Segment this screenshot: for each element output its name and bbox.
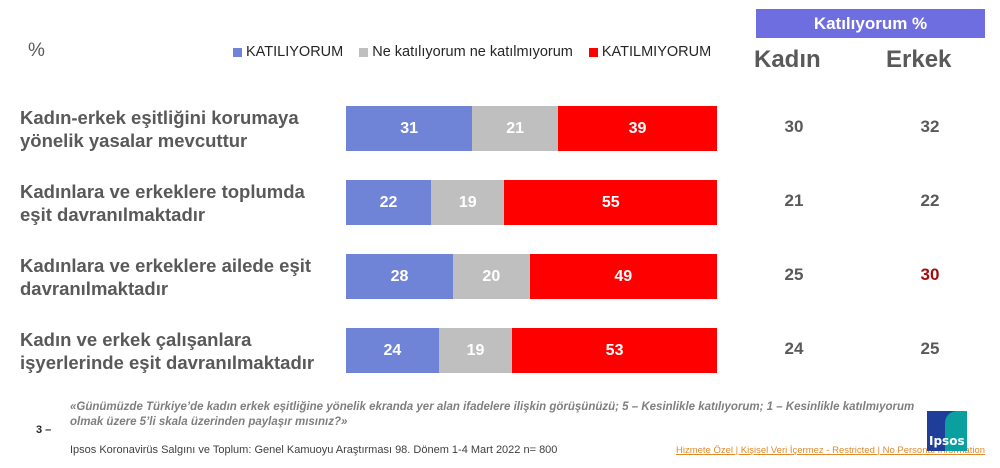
- men-agree-value: 22: [920, 191, 940, 210]
- women-agree-value: 30: [784, 117, 804, 136]
- data-label: 28: [390, 267, 409, 285]
- data-label: 39: [628, 119, 647, 137]
- row-label-line: işyerlerinde eşit davranılmaktadır: [20, 352, 315, 373]
- stacked-bar: 31 21 39: [346, 106, 717, 151]
- bar-segment-neutral: 21: [472, 106, 558, 151]
- row-label: Kadınlara ve erkeklere toplumda eşit davr…: [20, 180, 340, 226]
- column-header-men: Erkek: [886, 46, 952, 73]
- bar-segment-agree: 31: [346, 106, 473, 151]
- stacked-bar: 28 20 49: [346, 254, 717, 299]
- data-label: 20: [482, 267, 501, 285]
- legend-label: KATILMIYORUM: [601, 44, 712, 60]
- legend-item-agree: KATILIYORUM: [233, 44, 343, 60]
- women-agree-value: 21: [784, 191, 804, 210]
- row-label: Kadın-erkek eşitliğini korumaya yönelik y…: [20, 106, 340, 152]
- legend-swatch-disagree: [588, 47, 598, 57]
- stacked-bar: 24 19 53: [346, 328, 717, 373]
- stacked-bar: 22 19 55: [346, 180, 717, 225]
- row-label-line: davranılmaktadır: [20, 278, 169, 299]
- data-label: 19: [466, 341, 485, 359]
- column-header-women: Kadın: [754, 46, 821, 73]
- men-agree-value: 32: [920, 117, 940, 136]
- men-agree-value: 30: [920, 265, 940, 284]
- source-note: Ipsos Koronavirüs Salgını ve Toplum: Gen…: [70, 444, 558, 456]
- bar-segment-disagree: 55: [504, 180, 717, 225]
- data-label: 55: [601, 193, 620, 211]
- page-number: 3 –: [36, 424, 52, 436]
- survey-question: «Günümüzde Türkiye’de kadın erkek eşitli…: [70, 401, 915, 428]
- bar-segment-neutral: 19: [438, 328, 513, 373]
- row-label-line: Kadın ve erkek çalışanlara: [20, 329, 252, 350]
- bar-segment-agree: 22: [346, 180, 432, 225]
- data-label: 49: [614, 267, 633, 285]
- classification-link[interactable]: Hizmete Özel | Kişisel Veri İçermez - Re…: [676, 445, 986, 456]
- row-label: Kadınlara ve erkeklere ailede eşit davran…: [20, 254, 340, 300]
- bar-segment-disagree: 53: [512, 328, 717, 373]
- data-label: 53: [605, 341, 624, 359]
- legend-label: KATILIYORUM: [246, 44, 344, 60]
- row-label-line: yönelik yasalar mevcuttur: [20, 130, 248, 151]
- bar-segment-neutral: 20: [453, 254, 530, 299]
- bar-segment-neutral: 19: [431, 180, 505, 225]
- legend-item-neutral: Ne katılıyorum ne katılmıyorum: [359, 44, 573, 60]
- data-label: 31: [400, 119, 419, 137]
- row-label-line: eşit davranılmaktadır: [20, 204, 206, 225]
- logo-head-shape: [945, 411, 967, 451]
- bar-segment-disagree: 49: [529, 254, 717, 299]
- men-agree-value: 25: [920, 339, 940, 358]
- women-agree-value: 25: [784, 265, 804, 284]
- row-label: Kadın ve erkek çalışanlara işyerlerinde e…: [20, 328, 340, 374]
- women-agree-value: 24: [784, 339, 804, 358]
- bar-segment-disagree: 39: [557, 106, 717, 151]
- bar-segment-agree: 28: [346, 254, 454, 299]
- data-label: 22: [379, 193, 398, 211]
- legend-label: Ne katılıyorum ne katılmıyorum: [372, 44, 573, 60]
- row-label-line: Kadın-erkek eşitliğini korumaya: [20, 107, 299, 128]
- data-label: 21: [506, 119, 525, 137]
- data-label: 24: [383, 341, 402, 359]
- row-label-line: Kadınlara ve erkeklere toplumda: [20, 181, 305, 202]
- ipsos-logo: Ipsos: [927, 411, 967, 451]
- legend-swatch-agree: [233, 47, 242, 57]
- bar-segment-agree: 24: [346, 328, 439, 373]
- legend-item-disagree: KATILMIYORUM: [588, 44, 712, 60]
- percent-label: %: [28, 40, 45, 61]
- agree-percent-header: Katılıyorum %: [756, 9, 985, 38]
- row-label-line: Kadınlara ve erkeklere ailede eşit: [20, 255, 312, 276]
- data-label: 19: [458, 193, 477, 211]
- chart-legend: KATILIYORUM Ne katılıyorum ne katılmıyor…: [233, 44, 727, 60]
- legend-swatch-neutral: [359, 47, 369, 57]
- logo-text: Ipsos: [929, 434, 965, 448]
